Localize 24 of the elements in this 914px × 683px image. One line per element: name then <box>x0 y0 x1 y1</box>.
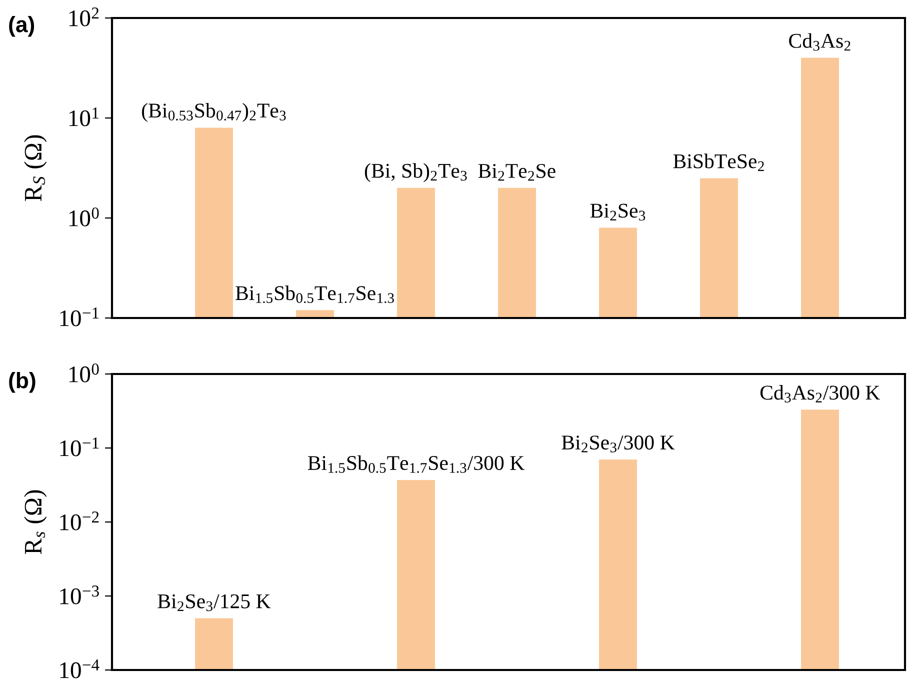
y-axis-title: R$_{s}$ (Ω) <box>24 490 47 554</box>
x-tick-label: (Bi$_{0.53}$Sb$_{0.47}$)$_{2}$Te$_{3}$ <box>142 102 286 122</box>
x-tick-label: Bi$_{2}$Se$_{3}$/125 K <box>158 594 271 612</box>
chart-title: (a) <box>9 16 34 37</box>
y-tick-label: 10$^{−3}$ <box>60 586 99 604</box>
y-tick-label: 10$^{0}$ <box>69 208 99 226</box>
y-tick-label: 10$^{−1}$ <box>60 308 99 326</box>
x-tick-label: Bi$_{1.5}$Sb$_{0.5}$Te$_{1.7}$Se$_{1.3}$ <box>236 286 394 304</box>
x-tick-label: (Bi, Sb)$_{2}$Te$_{3}$ <box>364 163 467 182</box>
y-tick-label: 10$^{0}$ <box>69 364 99 382</box>
x-tick-label: Bi$_{2}$Se$_{3}$ <box>590 204 646 221</box>
x-tick-label: Bi$_{2}$Se$_{3}$/300 K <box>562 436 675 452</box>
y-tick-label: 10$^{−2}$ <box>60 512 99 530</box>
x-tick-label: Cd$_{3}$As$_{2}$ <box>789 33 850 51</box>
y-axis-title: R$_{S}$ (Ω) <box>24 135 47 202</box>
y-tick-label: 10$^{2}$ <box>69 8 99 26</box>
x-tick-label: Cd$_{3}$As$_{2}$/300 K <box>760 385 880 403</box>
x-tick-label: BiSbTeSe$_{2}$ <box>673 154 764 171</box>
y-tick-label: 10$^{−4}$ <box>60 660 100 678</box>
category-label: Bi$_{1.5}$Sb$_{0.5}$Te$_{1.7}$Se$_{1.3}$/300 K <box>308 455 524 473</box>
y-tick-label: 10$^{1}$ <box>69 108 98 126</box>
chart-title: (b) <box>9 372 36 393</box>
y-tick-label: 10$^{−1}$ <box>60 438 99 456</box>
x-tick-label: Bi$_{2}$Te$_{2}$Se <box>478 164 556 181</box>
